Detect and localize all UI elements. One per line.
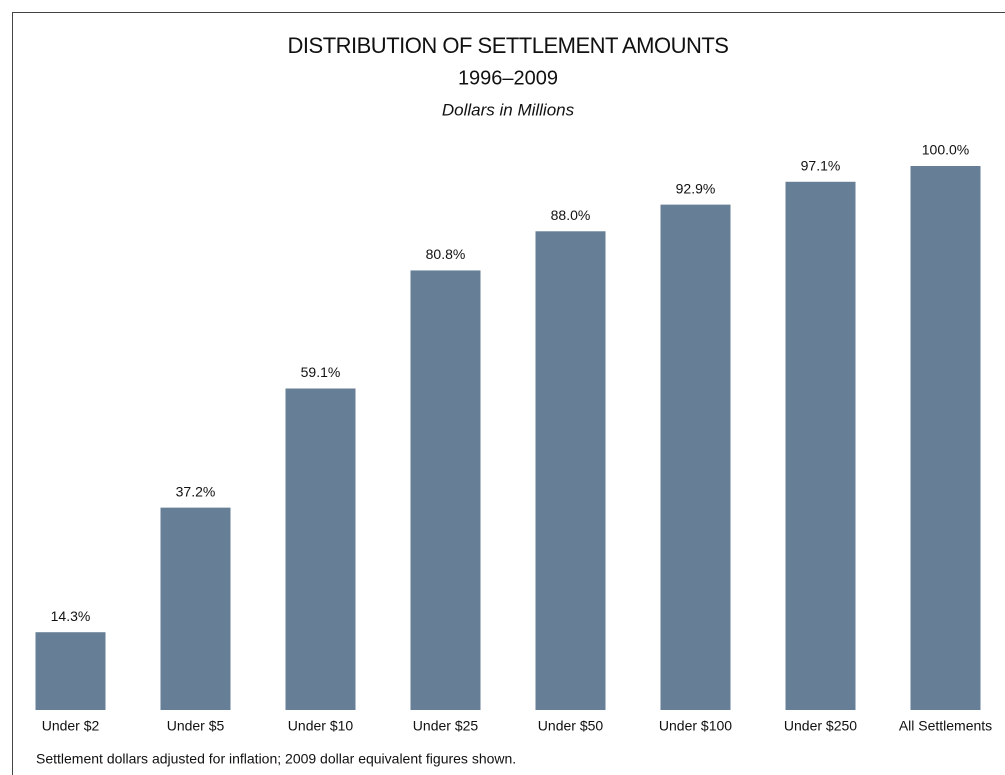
- x-tick-label: Under $2: [42, 718, 100, 734]
- x-tick-label: Under $50: [538, 718, 604, 734]
- x-tick-label: Under $10: [288, 718, 354, 734]
- footnote: Settlement dollars adjusted for inflatio…: [36, 751, 516, 767]
- unit-note: Dollars in Millions: [442, 100, 575, 119]
- x-tick-label: Under $5: [167, 718, 225, 734]
- bar: [535, 231, 606, 710]
- bar: [660, 204, 731, 710]
- bar: [35, 632, 106, 710]
- value-label: 80.8%: [426, 246, 466, 262]
- x-tick-label: Under $25: [413, 718, 479, 734]
- x-tick-label: Under $250: [784, 718, 857, 734]
- bar: [160, 507, 231, 710]
- value-label: 92.9%: [676, 180, 716, 196]
- x-tick-label: All Settlements: [899, 718, 992, 734]
- x-tick-label: Under $100: [659, 718, 732, 734]
- value-label: 59.1%: [301, 364, 341, 380]
- value-label: 14.3%: [51, 608, 91, 624]
- bar: [910, 166, 981, 710]
- value-label: 88.0%: [551, 207, 591, 223]
- value-label: 37.2%: [176, 483, 216, 499]
- value-label: 97.1%: [801, 157, 841, 173]
- bar: [285, 388, 356, 710]
- value-label: 100.0%: [922, 142, 969, 158]
- bar: [785, 181, 856, 710]
- chart-title: DISTRIBUTION OF SETTLEMENT AMOUNTS: [288, 33, 729, 58]
- chart-subtitle: 1996–2009: [458, 67, 558, 89]
- bar: [410, 270, 481, 710]
